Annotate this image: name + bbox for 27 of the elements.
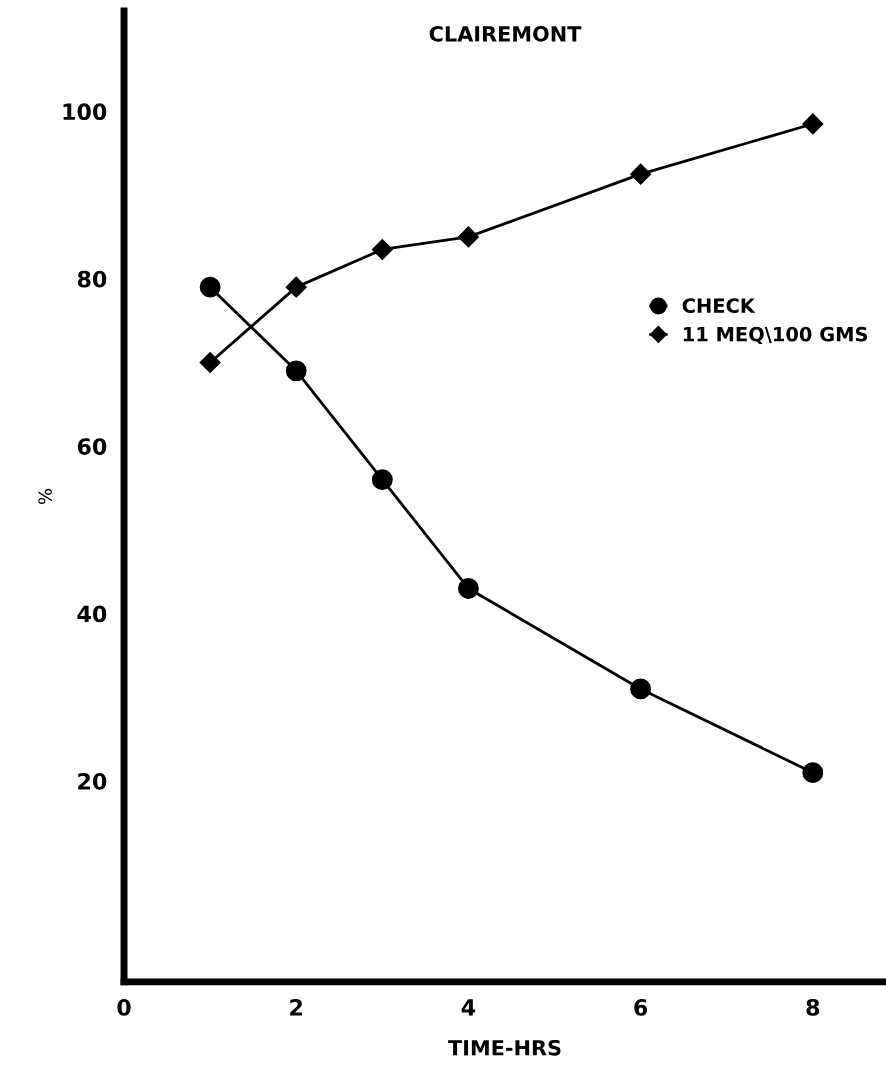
x-tick-label: 4: [461, 999, 476, 1016]
y-tick-label: 80: [77, 270, 107, 288]
point: [285, 360, 307, 382]
point: [371, 469, 393, 491]
point: [285, 276, 307, 298]
point: [802, 113, 824, 135]
point: [199, 351, 221, 373]
y-tick-label: 20: [78, 772, 107, 790]
point: [802, 762, 824, 784]
legend-label: CHECK: [682, 298, 756, 313]
x-tick-label: 2: [290, 998, 303, 1016]
point: [458, 578, 479, 599]
point: [630, 163, 652, 185]
y-axis-title: %: [38, 488, 52, 504]
point: [630, 678, 652, 700]
x-tick-label: 8: [806, 998, 820, 1016]
text: CLAIREMONT: [429, 25, 582, 42]
point: [457, 226, 479, 248]
y-tick-label: 60: [77, 438, 107, 455]
y-tick-label: 100: [63, 103, 107, 121]
y-tick-label: 40: [77, 605, 107, 623]
legend-label: 11 MEQ\100 GMS: [683, 326, 868, 345]
x-tick-label: 0: [117, 998, 131, 1016]
x-axis-title: TIME-HRS: [448, 1039, 561, 1056]
point: [199, 276, 221, 298]
point: [371, 238, 393, 260]
x-tick-label: 6: [634, 998, 648, 1016]
